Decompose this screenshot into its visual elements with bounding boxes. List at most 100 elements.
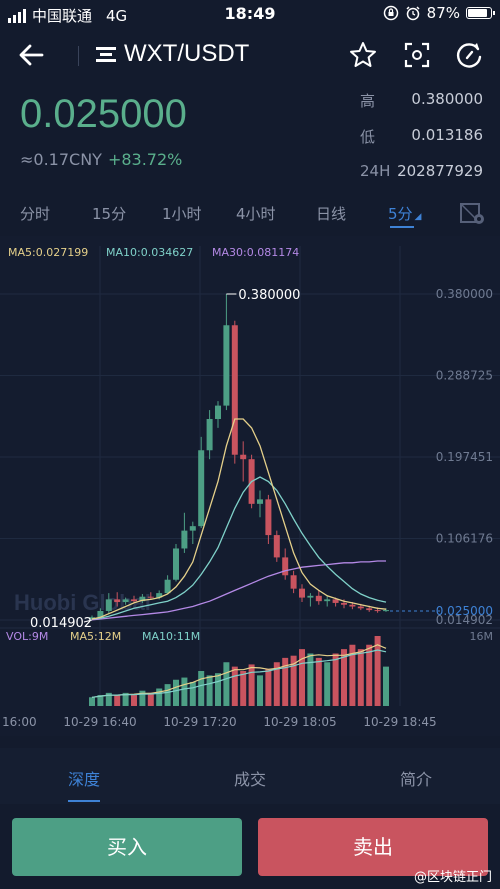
low-label: 低 <box>360 128 376 146</box>
refresh-icon[interactable] <box>454 40 484 70</box>
candle-body <box>366 608 373 611</box>
vol-ma5-legend: MA5:12M <box>70 630 121 643</box>
candle-body <box>89 617 95 620</box>
price-tick-label: 0.197451 <box>436 450 493 464</box>
volume-bar <box>299 649 305 706</box>
chart-settings-icon[interactable] <box>460 203 486 225</box>
candle-body <box>265 499 272 536</box>
low-value: 0.013186 <box>411 126 483 144</box>
menu-icon <box>96 45 116 63</box>
volume-bar <box>156 688 163 706</box>
price-tick-label: 0.288725 <box>436 369 493 383</box>
tab-5min[interactable]: 5分 ◢ <box>388 203 421 224</box>
low-marker-label: 0.014902 <box>30 616 92 631</box>
candle-body <box>223 325 230 406</box>
volume-bar <box>374 636 381 706</box>
price-tick-label: 0.014902 <box>436 613 493 627</box>
time-tick-label: 10-29 17:20 <box>163 715 236 729</box>
volume-bar <box>357 649 364 706</box>
price-tick-label: 0.106176 <box>436 531 493 545</box>
battery-percent: 87% <box>426 4 460 22</box>
price-tick-label: 0.380000 <box>436 287 493 301</box>
cny-price: ≈0.17CNY <box>20 150 102 169</box>
status-bar: 中国联通 4G 18:49 87% <box>0 0 500 28</box>
star-icon[interactable] <box>348 40 378 70</box>
candle-body <box>341 602 347 605</box>
candle-body <box>383 610 389 612</box>
tab-1hour[interactable]: 1小时 <box>162 205 202 223</box>
sell-button[interactable]: 卖出 <box>258 818 488 876</box>
tab-timeline[interactable]: 分时 <box>20 205 51 223</box>
volume-bar <box>349 644 356 706</box>
ma30-line <box>91 560 386 621</box>
low-marker-line <box>83 619 93 623</box>
volume-bar <box>147 692 154 706</box>
candle-body <box>282 557 289 576</box>
tab-4hour[interactable]: 4小时 <box>236 205 276 223</box>
volume-bar <box>206 675 213 706</box>
action-bar: 买入 卖出 @区块链正门 <box>0 806 500 889</box>
time-tick-label: 16:00 <box>2 715 37 729</box>
nav-header: WXT/USDT <box>0 28 500 84</box>
volume-bar <box>181 677 188 706</box>
ma10-legend: MA10:0.034627 <box>106 246 194 259</box>
candle-body <box>206 419 213 451</box>
volume-bar <box>131 695 137 706</box>
high-marker-label: 0.380000 <box>238 288 300 303</box>
pair-title: WXT/USDT <box>124 40 250 67</box>
vol-legend: VOL:9M <box>6 630 48 643</box>
vol-ma10-legend: MA10:11M <box>142 630 200 643</box>
buy-button[interactable]: 买入 <box>12 818 242 876</box>
volume-bar <box>89 697 95 706</box>
tab-daily[interactable]: 日线 <box>316 205 347 223</box>
last-price: 0.025000 <box>20 92 187 136</box>
tab-intro[interactable]: 简介 <box>400 770 433 789</box>
network-type: 4G <box>106 6 128 25</box>
price-sub: ≈0.17CNY +83.72% <box>20 150 182 169</box>
candlestick-chart[interactable]: Huobi Global 0.380000 0.288725 0.197451 0.10… <box>0 236 500 736</box>
volume-bar <box>223 662 230 706</box>
volume-bar <box>139 690 146 706</box>
high-label: 高 <box>360 92 376 110</box>
candle-body <box>198 450 205 527</box>
volume-bar <box>231 666 238 706</box>
candle-body <box>164 579 171 594</box>
candle-body <box>374 610 381 612</box>
volume-bar <box>215 673 221 706</box>
volume-bar <box>105 692 112 706</box>
tab-15min[interactable]: 15分 <box>92 205 127 223</box>
volume-bar <box>240 671 247 706</box>
back-arrow-icon[interactable] <box>16 40 46 70</box>
signal-icon <box>8 8 26 23</box>
vol-ma10-line <box>91 649 387 698</box>
tab-depth[interactable]: 深度 <box>68 770 101 789</box>
last-price-label: 0.025000 <box>436 604 493 618</box>
vol-ma5-line <box>91 644 387 698</box>
time-tick-label: 10-29 18:05 <box>263 715 336 729</box>
candle-body <box>332 599 339 603</box>
pair-selector[interactable]: WXT/USDT <box>96 40 249 68</box>
bottom-tab-indicator <box>68 800 100 802</box>
candle-body <box>349 604 356 607</box>
ticker-stats: 高 0.380000 低 0.013186 24H 202877929 <box>360 90 488 198</box>
volume-bar <box>248 664 255 706</box>
candle-body <box>122 599 129 603</box>
price-change: +83.72% <box>107 150 183 169</box>
ma10-line <box>91 476 387 620</box>
tab-trades[interactable]: 成交 <box>234 770 267 789</box>
volume-bar <box>315 657 322 706</box>
battery-icon <box>466 7 495 19</box>
volume-bar <box>164 684 171 706</box>
candle-body <box>215 405 221 420</box>
candle-body <box>173 548 179 580</box>
lock-rotation-icon <box>383 5 398 21</box>
candle-body <box>97 610 104 618</box>
screenshot-icon[interactable] <box>402 40 432 70</box>
clock: 18:49 <box>224 4 276 23</box>
volume-bar <box>257 675 263 706</box>
candle-body <box>156 593 163 598</box>
header-divider <box>78 46 79 66</box>
ma30-legend: MA30:0.081174 <box>212 246 300 259</box>
volume-bar <box>114 695 121 706</box>
time-tick-label: 10-29 16:40 <box>63 715 136 729</box>
